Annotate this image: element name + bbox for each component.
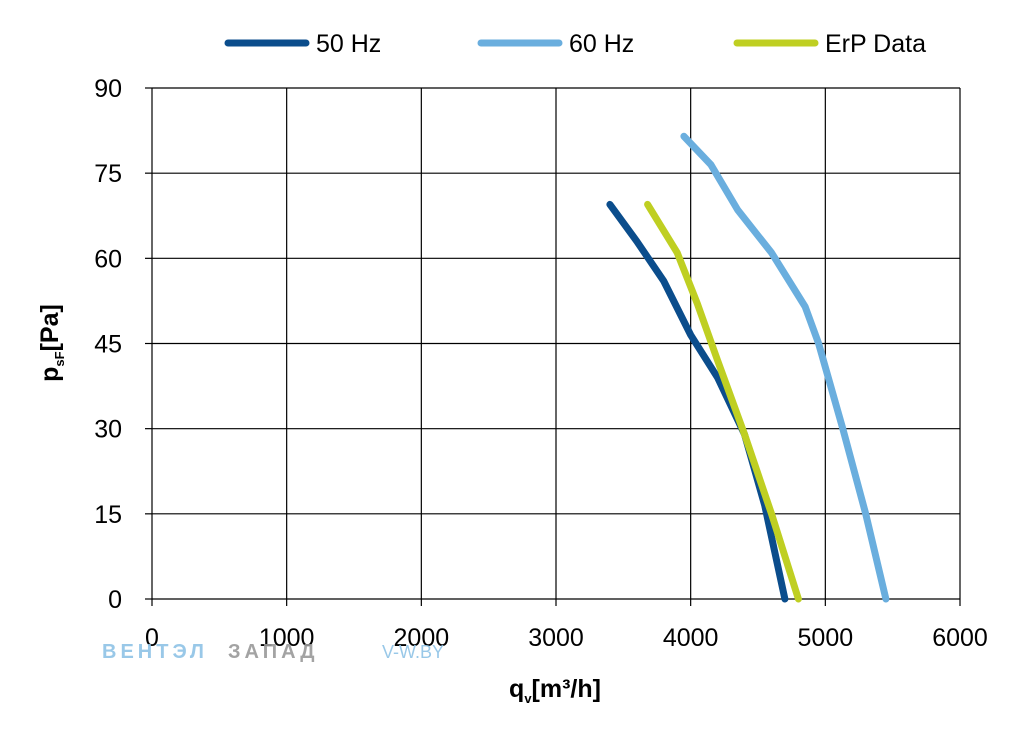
x-tick-label-1: 1000 xyxy=(259,624,315,652)
legend-label-0: 50 Hz xyxy=(316,30,381,58)
series-layer xyxy=(606,132,890,603)
x-tick-label-2: 2000 xyxy=(394,624,450,652)
y-tick-label-5: 75 xyxy=(94,160,122,188)
x-axis-title: qv[m³/h] xyxy=(509,675,601,706)
series-line-2 xyxy=(644,200,802,603)
tick-labels: 0 1000 2000 3000 4000 5000 6000 0 15 30 45 60 75 90 xyxy=(94,75,988,652)
x-axis-title-main: q xyxy=(509,675,524,703)
y-tick-label-4: 60 xyxy=(94,245,122,273)
y-tick-label-3: 45 xyxy=(94,331,122,359)
x-tick-label-6: 6000 xyxy=(932,624,988,652)
grid xyxy=(145,87,961,606)
y-tick-label-0: 0 xyxy=(108,586,122,614)
y-tick-label-1: 15 xyxy=(94,501,122,529)
y-axis-title-main: p xyxy=(36,367,64,382)
watermark: ВЕНТЭЛ ЗАПАД V-W.BY xyxy=(102,641,444,663)
x-axis-title-unit: [m³/h] xyxy=(532,675,601,703)
legend: 50 Hz 60 Hz ErP Data xyxy=(224,30,926,58)
x-tick-label-5: 5000 xyxy=(798,624,854,652)
legend-label-2: ErP Data xyxy=(825,30,926,58)
x-tick-label-3: 3000 xyxy=(528,624,584,652)
y-axis-title-unit: [Pa] xyxy=(36,304,64,351)
y-tick-label-6: 90 xyxy=(94,75,122,103)
x-axis-title-sub: v xyxy=(524,691,532,706)
y-tick-label-2: 30 xyxy=(94,416,122,444)
x-tick-label-0: 0 xyxy=(145,624,159,652)
watermark-part3: V-W.BY xyxy=(382,642,444,662)
series-line-1 xyxy=(680,132,890,603)
x-tick-label-4: 4000 xyxy=(663,624,719,652)
watermark-part1: ВЕНТЭЛ xyxy=(102,641,208,663)
legend-label-1: 60 Hz xyxy=(569,30,634,58)
series-line-0 xyxy=(606,200,789,603)
y-axis-title-sub: sF xyxy=(52,351,67,366)
watermark-part2: ЗАПАД xyxy=(228,641,319,663)
y-axis-title: psF[Pa] xyxy=(36,304,67,382)
